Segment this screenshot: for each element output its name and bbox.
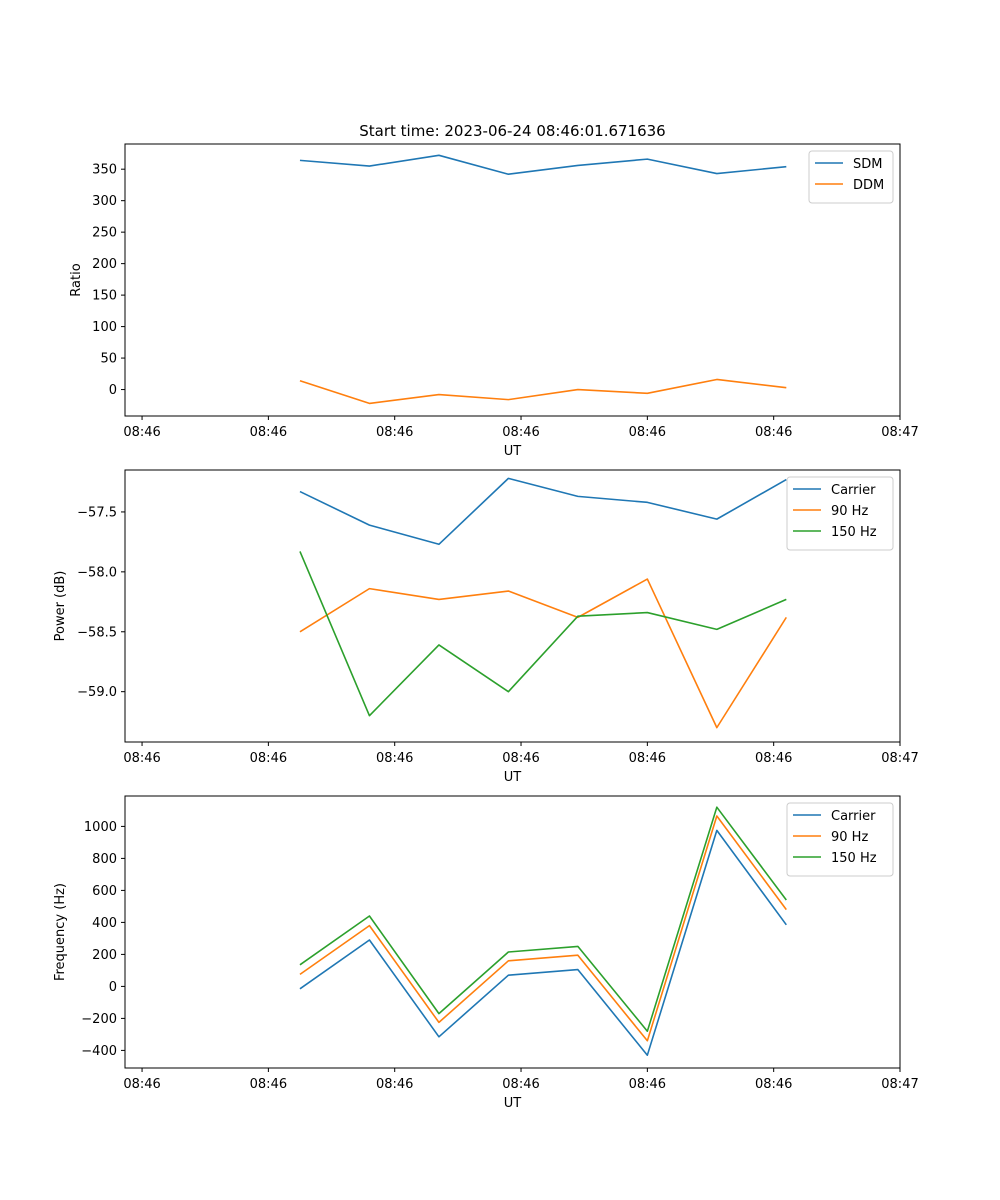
x-tick-label: 08:46 [502, 1077, 539, 1092]
plot-frame [124, 469, 901, 743]
x-axis-label: UT [504, 444, 522, 459]
y-tick-label: 150 [92, 289, 117, 304]
y-tick-label: 350 [92, 163, 117, 178]
y-tick-label: 200 [92, 948, 117, 963]
legend-label: SDM [853, 157, 882, 172]
x-tick-label: 08:46 [250, 1077, 287, 1092]
x-tick-label: 08:46 [123, 751, 160, 766]
x-tick-label: 08:47 [881, 425, 918, 440]
subplots: 08:46 08:46 08:46 08:46 08:46 08:46 08:47 0 50 10… [53, 143, 919, 1111]
y-tick-label: 200 [92, 257, 117, 272]
legend-label: Carrier [831, 483, 876, 498]
y-tick-label: −58.0 [77, 565, 117, 580]
subplot-1: 08:46 08:46 08:46 08:46 08:46 08:46 08:47 0 50 10… [69, 143, 919, 459]
x-tick-label: 08:46 [123, 425, 160, 440]
x-tick-label: 08:46 [755, 1077, 792, 1092]
x-tick-label: 08:46 [629, 751, 666, 766]
y-tick-label: 600 [92, 884, 117, 899]
x-tick-label: 08:46 [502, 751, 539, 766]
legend-label: 90 Hz [831, 830, 868, 845]
legend-label: 150 Hz [831, 851, 877, 866]
legend: Carrier 90 Hz 150 Hz [786, 802, 894, 877]
series-line-150-hz [299, 806, 787, 1032]
x-tick-label: 08:46 [755, 425, 792, 440]
series-line-carrier [299, 477, 787, 546]
x-tick-label: 08:46 [376, 751, 413, 766]
x-tick-label: 08:47 [881, 1077, 918, 1092]
legend-label: 90 Hz [831, 504, 868, 519]
y-tick-label: −57.5 [77, 505, 117, 520]
y-tick-label: 0 [109, 383, 117, 398]
legend: Carrier 90 Hz 150 Hz [786, 476, 894, 551]
y-axis-label: Power (dB) [53, 571, 68, 642]
plot-frame [124, 795, 901, 1069]
y-tick-label: 400 [92, 916, 117, 931]
plot-frame [124, 143, 901, 417]
y-tick-label: −59.0 [77, 685, 117, 700]
subplot-2: 08:46 08:46 08:46 08:46 08:46 08:46 08:47 −59.0… [53, 469, 919, 785]
x-tick-label: 08:46 [755, 751, 792, 766]
x-axis-label: UT [504, 1096, 522, 1111]
series-line-ddm [299, 378, 787, 405]
y-tick-label: −200 [81, 1012, 117, 1027]
y-tick-label: 300 [92, 194, 117, 209]
legend-label: 150 Hz [831, 525, 877, 540]
series-line-90-hz [299, 578, 787, 729]
legend-label: DDM [853, 178, 884, 193]
legend-label: Carrier [831, 809, 876, 824]
y-tick-label: 800 [92, 852, 117, 867]
y-tick-label: −58.5 [77, 625, 117, 640]
subplot-3: 08:46 08:46 08:46 08:46 08:46 08:46 08:47 −400 −… [53, 795, 919, 1111]
x-tick-label: 08:46 [629, 1077, 666, 1092]
legend-box [808, 150, 894, 204]
y-axis-label: Frequency (Hz) [53, 883, 68, 981]
x-tick-label: 08:46 [376, 1077, 413, 1092]
x-tick-label: 08:46 [250, 425, 287, 440]
series-line-150-hz [299, 551, 787, 717]
y-tick-label: 50 [100, 352, 117, 367]
y-tick-label: 250 [92, 226, 117, 241]
series-line-90-hz [299, 815, 787, 1042]
x-tick-label: 08:46 [376, 425, 413, 440]
series-line-sdm [299, 154, 787, 176]
y-axis-label: Ratio [69, 263, 84, 296]
legend: SDM DDM [808, 150, 894, 204]
x-tick-label: 08:47 [881, 751, 918, 766]
x-tick-label: 08:46 [250, 751, 287, 766]
x-tick-label: 08:46 [502, 425, 539, 440]
y-tick-label: 1000 [84, 820, 117, 835]
y-tick-label: 0 [109, 980, 117, 995]
figure-title: Start time: 2023-06-24 08:46:01.671636 [359, 122, 665, 140]
x-tick-label: 08:46 [629, 425, 666, 440]
x-axis-label: UT [504, 770, 522, 785]
y-tick-label: 100 [92, 320, 117, 335]
y-tick-label: −400 [81, 1044, 117, 1059]
x-tick-label: 08:46 [123, 1077, 160, 1092]
series-line-carrier [299, 829, 787, 1056]
